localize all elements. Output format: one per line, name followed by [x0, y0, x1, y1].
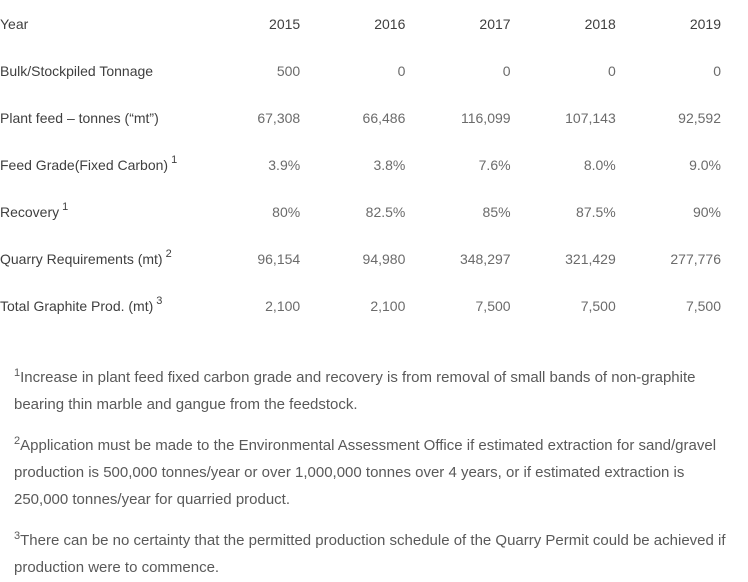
footnote-text: There can be no certainty that the permi… — [14, 532, 726, 576]
table-row-total-graphite-prod: Total Graphite Prod. (mt) 3 2,100 2,100 7… — [0, 282, 748, 329]
cell-value: 0 — [397, 62, 406, 79]
cell-value: 116,099 — [460, 109, 511, 126]
cell-value: 500 — [276, 62, 301, 79]
footnote-reference: 1 — [62, 200, 69, 213]
footnote: 3There can be no certainty that the perm… — [14, 527, 740, 581]
footnotes-section: 1Increase in plant feed fixed carbon gra… — [0, 364, 748, 581]
footnote: 1Increase in plant feed fixed carbon gra… — [14, 364, 740, 418]
row-label: Recovery 1 — [0, 188, 222, 235]
year-header: 2017 — [479, 15, 511, 32]
cell-value: 3.8% — [373, 156, 406, 173]
cell-value: 92,592 — [678, 109, 721, 126]
row-label-text: Total Graphite Prod. (mt) — [0, 297, 154, 314]
header-year-label: Year — [0, 15, 29, 32]
cell-value: 7,500 — [685, 297, 721, 314]
year-header: 2018 — [584, 15, 616, 32]
production-schedule-table: Year 2015 2016 2017 2018 2019 Bulk/Stock… — [0, 0, 748, 329]
row-label-text: Recovery — [0, 203, 60, 220]
footnote-reference: 1 — [171, 153, 178, 166]
year-header: 2019 — [689, 15, 721, 32]
row-label: Quarry Requirements (mt) 2 — [0, 235, 222, 282]
row-label: Bulk/Stockpiled Tonnage — [0, 47, 222, 94]
row-label-text: Feed Grade(Fixed Carbon) — [0, 156, 169, 173]
cell-value: 94,980 — [362, 250, 406, 267]
cell-value: 2,100 — [265, 297, 301, 314]
cell-value: 107,143 — [565, 109, 616, 126]
cell-value: 87.5% — [576, 203, 616, 220]
footnote-marker: 2 — [14, 435, 21, 447]
row-label: Plant feed – tonnes (“mt”) — [0, 94, 222, 141]
cell-value: 67,308 — [257, 109, 301, 126]
footnote: 2Application must be made to the Environ… — [14, 432, 740, 513]
cell-value: 90% — [692, 203, 721, 220]
cell-value: 0 — [607, 62, 616, 79]
footnote-marker: 3 — [14, 530, 21, 542]
cell-value: 7,500 — [580, 297, 616, 314]
cell-value: 8.0% — [583, 156, 616, 173]
cell-value: 66,486 — [362, 109, 406, 126]
cell-value: 9.0% — [689, 156, 721, 173]
table-row-quarry-requirements: Quarry Requirements (mt) 2 96,154 94,980 … — [0, 235, 748, 282]
footnote-reference: 2 — [165, 247, 172, 260]
footnote-text: Increase in plant feed fixed carbon grad… — [14, 369, 696, 413]
row-label-text: Bulk/Stockpiled Tonnage — [0, 62, 154, 79]
year-header: 2015 — [269, 15, 301, 32]
cell-value: 2,100 — [370, 297, 406, 314]
cell-value: 96,154 — [257, 250, 301, 267]
footnote-marker: 1 — [14, 367, 21, 379]
cell-value: 0 — [713, 62, 721, 79]
cell-value: 7,500 — [475, 297, 511, 314]
cell-value: 348,297 — [459, 250, 511, 267]
row-label: Feed Grade(Fixed Carbon) 1 — [0, 141, 222, 188]
cell-value: 85% — [482, 203, 511, 220]
table-row-bulk-stockpiled-tonnage: Bulk/Stockpiled Tonnage 500 0 0 0 0 — [0, 47, 748, 94]
row-label-text: Plant feed – tonnes (“mt”) — [0, 109, 159, 126]
cell-value: 80% — [272, 203, 301, 220]
row-label: Total Graphite Prod. (mt) 3 — [0, 282, 222, 329]
cell-value: 7.6% — [478, 156, 511, 173]
footnote-text: Application must be made to the Environm… — [14, 437, 717, 508]
cell-value: 321,429 — [565, 250, 616, 267]
table-header-row: Year 2015 2016 2017 2018 2019 — [0, 0, 748, 47]
cell-value: 277,776 — [670, 250, 721, 267]
table-row-plant-feed: Plant feed – tonnes (“mt”) 67,308 66,486… — [0, 94, 748, 141]
cell-value: 82.5% — [365, 203, 406, 220]
cell-value: 3.9% — [268, 156, 301, 173]
year-header: 2016 — [374, 15, 406, 32]
footnote-reference: 3 — [156, 294, 163, 307]
row-label-text: Quarry Requirements (mt) — [0, 250, 163, 267]
table-row-recovery: Recovery 1 80% 82.5% 85% 87.5% 90% — [0, 188, 748, 235]
table-row-feed-grade: Feed Grade(Fixed Carbon) 1 3.9% 3.8% 7.6%… — [0, 141, 748, 188]
cell-value: 0 — [502, 62, 511, 79]
